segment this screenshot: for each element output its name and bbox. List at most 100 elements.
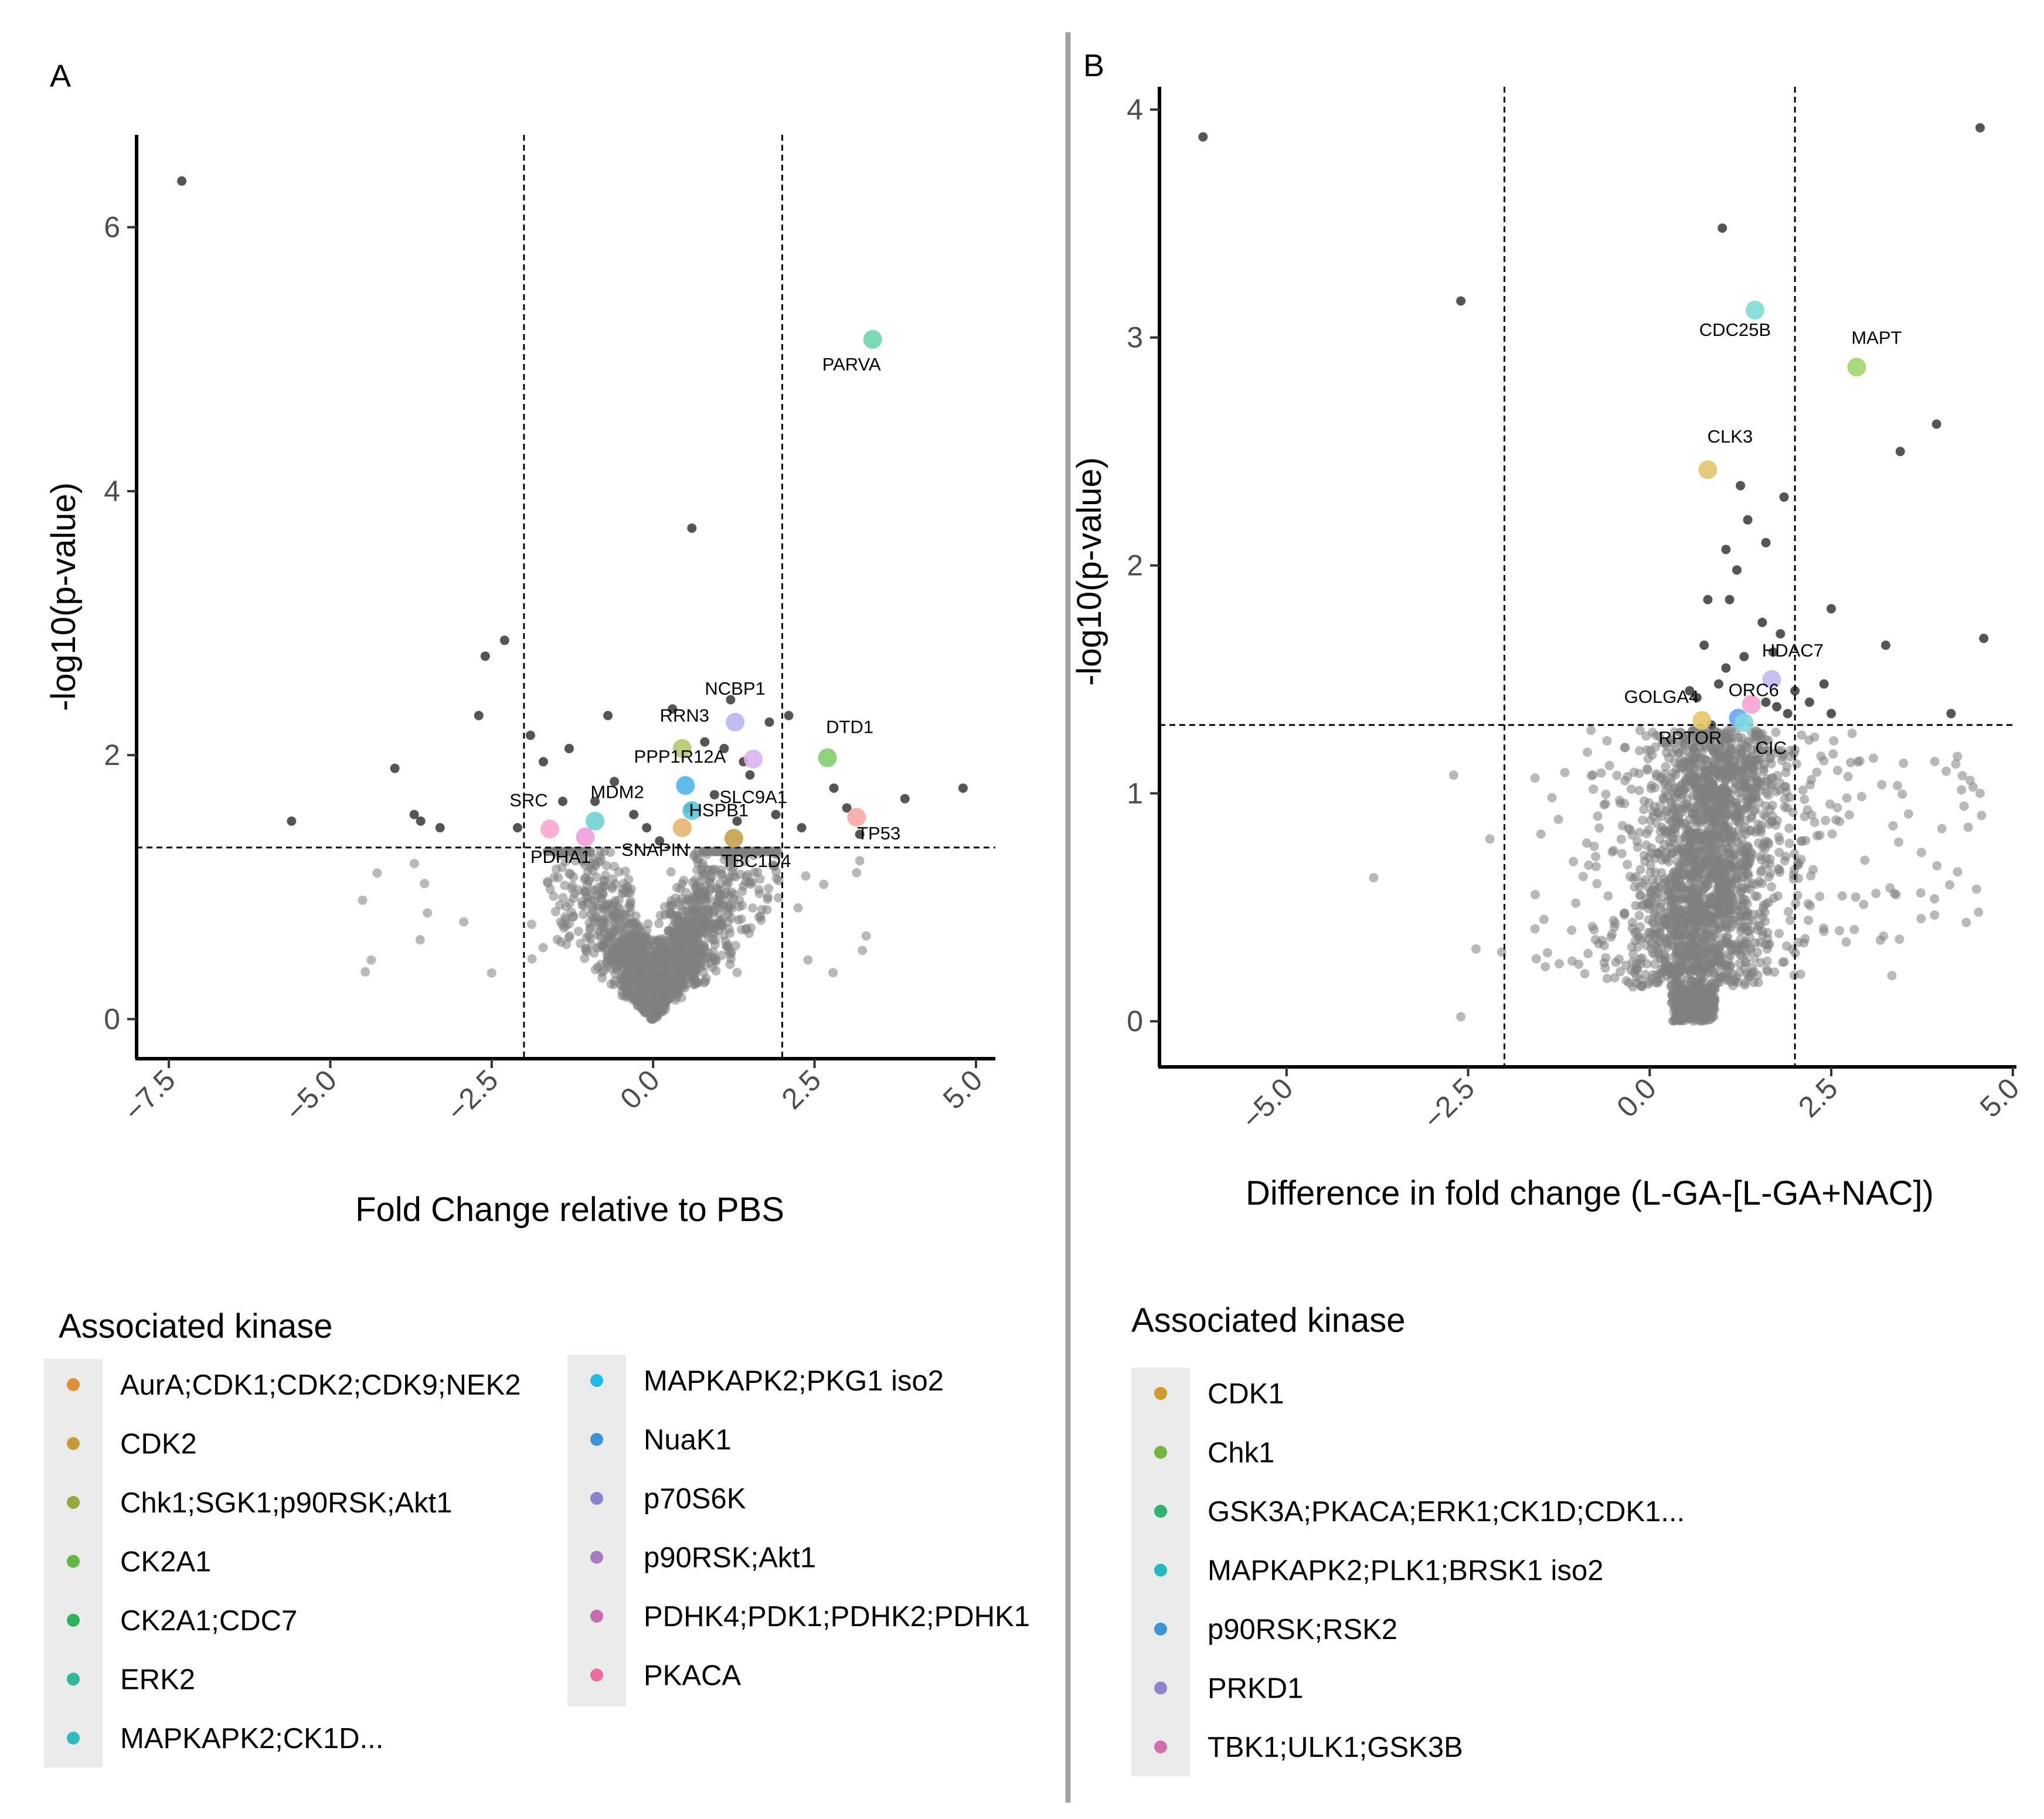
background-point bbox=[1790, 948, 1800, 958]
background-point bbox=[1530, 890, 1540, 900]
background-point bbox=[1774, 848, 1784, 858]
significant-point bbox=[1703, 594, 1713, 604]
background-point bbox=[693, 891, 703, 901]
significant-point bbox=[474, 710, 484, 720]
background-point bbox=[552, 846, 562, 856]
background-point bbox=[1681, 766, 1691, 776]
point-label-clk3: CLK3 bbox=[1708, 426, 1753, 447]
point-label-hspb1: HSPB1 bbox=[689, 800, 749, 821]
background-point bbox=[1974, 907, 1984, 917]
background-point bbox=[1676, 862, 1686, 872]
background-point bbox=[1671, 770, 1681, 780]
background-point bbox=[1728, 981, 1738, 991]
background-point bbox=[1630, 927, 1640, 937]
background-point bbox=[1655, 732, 1665, 742]
background-point bbox=[1837, 891, 1847, 901]
background-point bbox=[1560, 767, 1570, 777]
background-point bbox=[1669, 824, 1679, 833]
background-point bbox=[1717, 746, 1727, 756]
significant-point bbox=[1761, 697, 1771, 707]
background-point bbox=[1757, 865, 1767, 875]
legend-label: PDHK4;PDK1;PDHK2;PDHK1 bbox=[644, 1601, 1030, 1633]
background-point bbox=[1694, 962, 1704, 972]
background-point bbox=[415, 935, 425, 945]
significant-point bbox=[557, 796, 567, 806]
background-point bbox=[726, 954, 736, 964]
background-point bbox=[1784, 838, 1794, 848]
panel-a: A PARVA NCBP1 RRN3 DTD1 PPP1R12A SLC9A1 SRC MDM… bbox=[44, 59, 1030, 1767]
background-point bbox=[1617, 849, 1627, 859]
background-point bbox=[685, 896, 694, 906]
panel-b-legend-title: Associated kinase bbox=[1131, 1301, 1405, 1339]
background-point bbox=[1750, 805, 1760, 815]
background-point bbox=[1601, 953, 1611, 963]
background-point bbox=[1717, 933, 1727, 943]
background-point bbox=[1800, 794, 1810, 804]
background-point bbox=[1957, 771, 1967, 781]
background-point bbox=[729, 863, 739, 873]
background-point bbox=[1734, 788, 1744, 798]
point-label-tbc1d4: TBC1D4 bbox=[721, 851, 791, 871]
background-point bbox=[703, 909, 713, 919]
background-point bbox=[1736, 922, 1746, 931]
background-point bbox=[1569, 856, 1579, 866]
background-point bbox=[542, 846, 552, 856]
significant-point bbox=[1790, 686, 1800, 696]
significant-point bbox=[784, 710, 794, 720]
background-point bbox=[1650, 908, 1659, 918]
background-point bbox=[769, 862, 779, 872]
background-point bbox=[1662, 828, 1672, 838]
labeled-point-slc9a1 bbox=[676, 776, 695, 795]
background-point bbox=[1762, 965, 1772, 975]
background-point bbox=[1916, 848, 1926, 858]
labeled-point-orc6 bbox=[1742, 695, 1761, 714]
background-point bbox=[1693, 988, 1703, 998]
background-point bbox=[577, 900, 587, 910]
background-point bbox=[672, 883, 682, 893]
legend-label: p90RSK;RSK2 bbox=[1208, 1614, 1397, 1645]
background-point bbox=[1594, 823, 1604, 833]
significant-point bbox=[1819, 679, 1829, 689]
background-point bbox=[1750, 891, 1760, 901]
background-point bbox=[1774, 929, 1784, 939]
background-point bbox=[1583, 948, 1593, 958]
background-point bbox=[1641, 894, 1651, 904]
background-point bbox=[641, 987, 651, 997]
point-label-golga4: GOLGA4 bbox=[1624, 686, 1699, 707]
background-point bbox=[1616, 967, 1625, 977]
background-point bbox=[1667, 873, 1677, 883]
background-point bbox=[1710, 922, 1720, 931]
background-point bbox=[564, 933, 574, 943]
background-point bbox=[1638, 815, 1648, 825]
point-label-mapt: MAPT bbox=[1851, 327, 1902, 348]
background-point bbox=[1630, 882, 1640, 892]
background-point bbox=[1645, 815, 1655, 825]
background-point bbox=[710, 940, 720, 950]
background-point bbox=[1553, 814, 1563, 824]
background-point bbox=[1584, 861, 1594, 870]
legend-label: p70S6K bbox=[644, 1483, 746, 1515]
background-point bbox=[1741, 829, 1750, 839]
background-point bbox=[1708, 780, 1718, 789]
background-point bbox=[1752, 742, 1762, 752]
background-point bbox=[1662, 938, 1672, 948]
point-label-ncbp1: NCBP1 bbox=[705, 678, 765, 699]
significant-point bbox=[668, 704, 678, 714]
background-point bbox=[662, 970, 672, 979]
background-point bbox=[1740, 964, 1750, 974]
background-point bbox=[1715, 856, 1725, 866]
background-point bbox=[1754, 838, 1763, 848]
significant-point bbox=[726, 695, 736, 705]
point-label-cdc25b: CDC25B bbox=[1699, 319, 1771, 340]
background-point bbox=[1722, 924, 1732, 934]
background-point bbox=[1762, 956, 1772, 966]
background-point bbox=[1777, 746, 1787, 756]
background-point bbox=[690, 849, 700, 859]
background-point bbox=[717, 950, 727, 960]
background-point bbox=[1785, 793, 1795, 803]
background-point bbox=[1685, 997, 1695, 1007]
significant-point bbox=[1772, 702, 1782, 712]
background-point bbox=[1620, 743, 1630, 753]
background-point bbox=[1485, 834, 1495, 844]
background-point bbox=[1652, 849, 1662, 859]
